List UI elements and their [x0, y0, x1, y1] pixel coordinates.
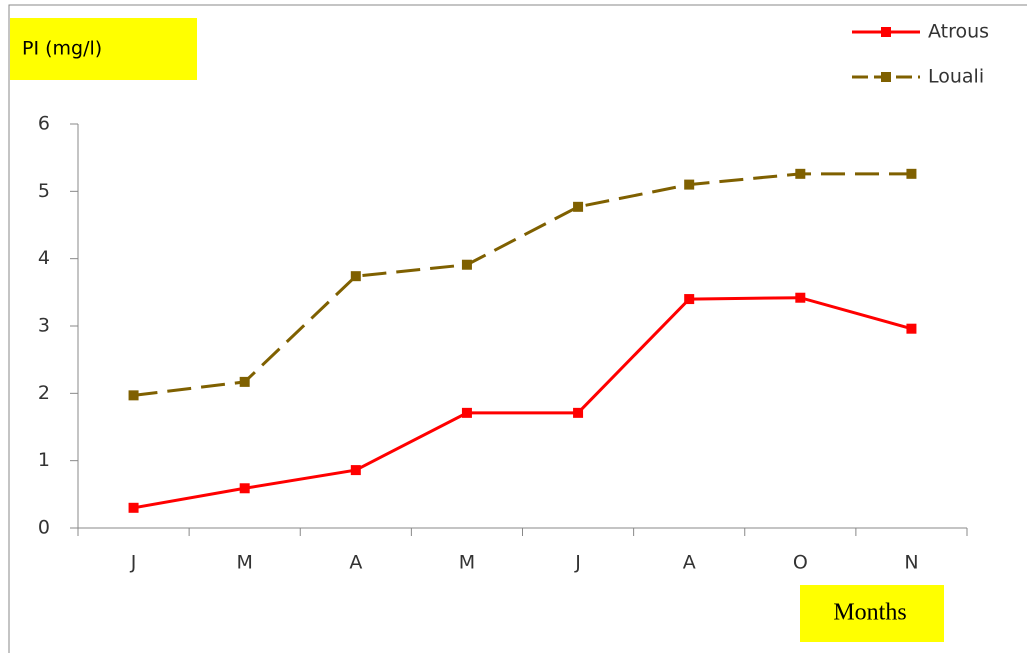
legend-label: Louali — [928, 66, 984, 88]
series-line — [133, 296, 912, 510]
y-label-box — [10, 18, 197, 80]
legend-marker — [881, 27, 891, 37]
marker — [128, 390, 139, 401]
marker — [350, 465, 361, 476]
y-tick-label: 5 — [38, 180, 50, 202]
series-line — [133, 172, 912, 397]
y-tick-label: 2 — [38, 382, 50, 404]
x-tick-label: O — [793, 552, 808, 574]
x-tick-label: J — [574, 552, 581, 574]
marker — [795, 292, 806, 303]
marker — [350, 271, 361, 282]
x-tick-label: N — [904, 552, 918, 574]
marker — [795, 168, 806, 179]
marker — [906, 323, 917, 334]
x-label-box — [800, 585, 944, 642]
y-tick-label: 6 — [38, 113, 50, 135]
y-tick-label: 4 — [38, 247, 50, 269]
x-axis-label: Months — [833, 600, 906, 626]
x-tick-label: M — [236, 552, 252, 574]
marker — [573, 201, 584, 212]
marker — [684, 179, 695, 190]
marker — [573, 407, 584, 418]
y-tick-label: 0 — [38, 517, 50, 539]
marker — [461, 407, 472, 418]
x-tick-label: A — [683, 552, 696, 574]
y-axis-label: PI (mg/l) — [22, 38, 102, 60]
x-tick-label: A — [349, 552, 362, 574]
marker — [239, 483, 250, 494]
marker — [128, 502, 139, 513]
x-tick-label: J — [130, 552, 137, 574]
x-tick-label: M — [459, 552, 475, 574]
marker — [239, 376, 250, 387]
legend-marker — [881, 72, 891, 82]
legend-label: Atrous — [928, 21, 989, 43]
marker — [684, 294, 695, 305]
chart-border — [8, 4, 1027, 653]
marker — [906, 168, 917, 179]
marker — [461, 259, 472, 270]
y-tick-label: 1 — [38, 449, 50, 471]
y-tick-label: 3 — [38, 315, 50, 337]
